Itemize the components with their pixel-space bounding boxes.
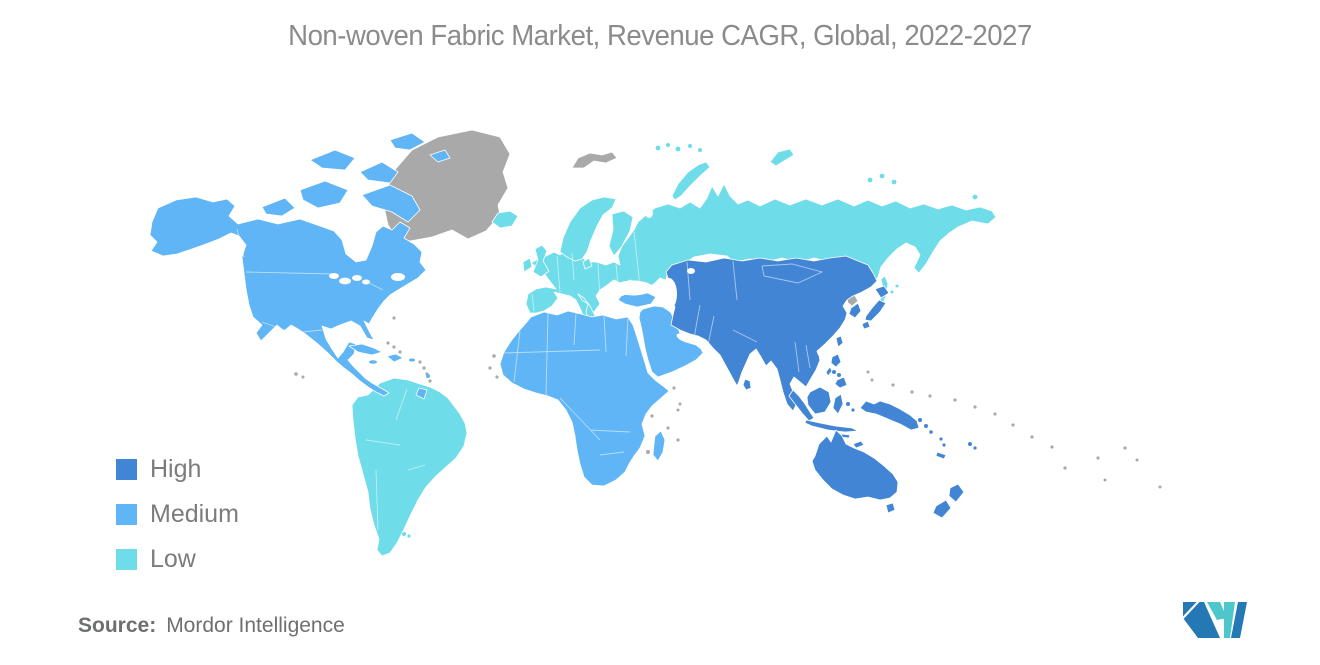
region-africa: [499, 310, 670, 487]
logo-left-teal-stroke: [1207, 602, 1227, 620]
region-philippines-mindanao: [834, 376, 848, 389]
region-sumatra: [788, 389, 815, 422]
region-puerto-rico: [409, 358, 415, 362]
region-severnaya-zemlya: [769, 148, 795, 167]
region-great-britain: [532, 244, 550, 278]
region-svalbard: [571, 151, 618, 169]
source-label: Source:: [78, 614, 157, 637]
region-philippines-palawan: [825, 366, 833, 377]
region-new-caledonia: [935, 451, 947, 460]
region-hispaniola: [386, 353, 404, 363]
no-data-island-dots: [294, 316, 1162, 489]
region-sulawesi: [832, 393, 844, 415]
logo-right-teal-stroke: [1224, 602, 1235, 638]
lakes-and-seas: [329, 208, 695, 343]
region-north-america: [149, 196, 427, 397]
region-hainan: [813, 354, 819, 360]
region-iceland: [491, 210, 519, 229]
region-sri-lanka: [742, 378, 752, 391]
region-group-medium: [149, 132, 704, 487]
legend-swatch-low-rect: [116, 549, 137, 570]
source-line: Source: Mordor Intelligence: [78, 614, 345, 638]
region-timor: [852, 440, 865, 449]
region-taiwan: [835, 335, 844, 348]
region-tasmania: [885, 502, 896, 514]
region-south-korea: [848, 302, 862, 319]
country-borders: [236, 228, 824, 531]
legend-label-medium: Medium: [150, 500, 239, 528]
region-french-guiana: [415, 387, 428, 400]
region-australia: [811, 429, 899, 501]
high-island-dots: [918, 418, 977, 450]
legend-item-low: Low: [116, 545, 239, 574]
region-moluccas: [846, 402, 850, 406]
legend-item-high: High: [116, 455, 239, 484]
logo-white-gap: [1183, 602, 1200, 620]
source-value: Mordor Intelligence: [166, 614, 345, 637]
region-philippines-luzon: [830, 353, 842, 368]
chart-title: Non-woven Fabric Market, Revenue CAGR, G…: [288, 20, 1032, 52]
logo-right-blue-stroke: [1231, 602, 1247, 638]
region-asia-mainland: [665, 255, 878, 412]
region-cuba: [348, 343, 383, 356]
region-japan-hokkaido: [874, 285, 890, 299]
region-java: [804, 419, 859, 433]
region-philippines-visayas2: [837, 373, 841, 377]
legend-label-high: High: [150, 455, 202, 483]
legend-label-low: Low: [150, 545, 196, 573]
logo-m-mark: [1183, 602, 1247, 638]
region-arabia-levant: [638, 305, 704, 378]
legend-item-medium: Medium: [116, 500, 239, 529]
mordor-intelligence-logo: [1183, 602, 1247, 638]
region-japan-honshu: [864, 299, 887, 322]
region-new-zealand-north: [948, 483, 965, 503]
region-novaya-zemlya: [671, 161, 711, 201]
region-new-guinea: [859, 400, 920, 431]
region-moluccas2: [851, 408, 855, 412]
logo-left-blue-stroke: [1183, 602, 1220, 638]
region-madagascar: [652, 430, 666, 462]
legend: High Medium Low: [116, 455, 239, 574]
region-denmark: [582, 257, 593, 270]
region-ireland: [522, 257, 533, 273]
legend-swatch-high-rect: [116, 459, 137, 480]
region-borneo: [806, 386, 832, 415]
low-island-dots: [402, 143, 978, 538]
legend-swatch-medium-rect: [116, 504, 137, 525]
region-south-america: [351, 377, 468, 557]
region-new-zealand-south: [932, 499, 952, 519]
region-trinidad: [426, 374, 430, 378]
legend-swatch-low: [116, 549, 137, 570]
region-group-high: [665, 255, 977, 519]
region-japan-kyushu: [861, 320, 871, 330]
region-philippines-visayas: [832, 370, 836, 374]
region-finland: [608, 210, 634, 257]
legend-swatch-medium: [116, 504, 137, 525]
region-canadian-arctic-islands: [261, 132, 451, 223]
region-scandinavia: [559, 196, 617, 262]
region-jamaica: [369, 360, 377, 364]
legend-swatch-high: [116, 459, 137, 480]
